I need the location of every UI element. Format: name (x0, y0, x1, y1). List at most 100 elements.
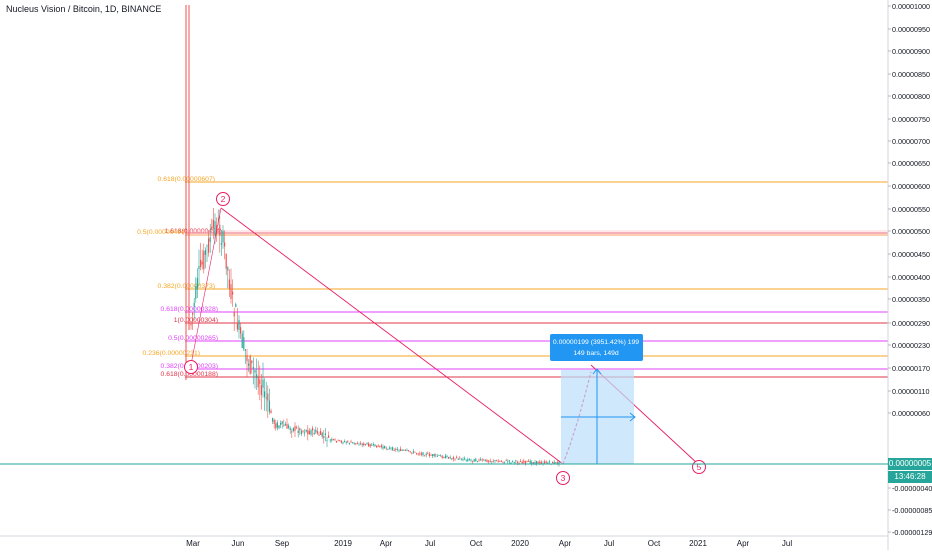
candle-body (243, 337, 245, 350)
candle-body (288, 425, 290, 428)
candle-body (443, 457, 445, 458)
candle-body (313, 432, 315, 435)
candle-body (553, 462, 555, 464)
candle-body (352, 442, 354, 444)
candle-body (265, 397, 267, 399)
candle-body (344, 441, 346, 443)
candle-body (224, 242, 226, 247)
candle-body (345, 441, 347, 443)
y-tick-label: 0.00000500 (892, 227, 930, 236)
candle-body (422, 452, 424, 456)
wave-label-circle (556, 471, 570, 485)
candle-body (545, 461, 547, 463)
y-tick-label: -0.00000129 (892, 528, 932, 537)
candle-body (388, 447, 390, 449)
y-tick-label: 0.00000060 (892, 409, 930, 418)
candle-body (536, 461, 538, 464)
candle-body (475, 458, 477, 462)
candle-body (222, 230, 224, 243)
candle-body (454, 458, 456, 460)
candle-body (310, 430, 312, 435)
candle-body (292, 427, 294, 432)
candle-body (230, 284, 232, 299)
candle-body (212, 219, 214, 228)
candle-body (268, 400, 270, 412)
x-tick-label: Jul (425, 539, 435, 548)
candle-body (547, 462, 549, 464)
candle-body (307, 430, 309, 435)
fib-level-label: 0.5(0.00000265) (168, 335, 218, 342)
candle-body (481, 459, 483, 461)
fib-band (185, 230, 888, 236)
candle-body (412, 451, 414, 453)
candle-body (432, 454, 434, 457)
candle-body (532, 462, 534, 464)
measure-tool: 0.00000199 (3951.42%) 199 149 bars, 149d (550, 334, 643, 464)
candle-body (302, 430, 304, 432)
candle-body (342, 442, 344, 444)
x-tick-label: 2021 (689, 539, 707, 548)
candle-body (496, 460, 498, 462)
candle-body (484, 459, 486, 461)
candle-body (286, 423, 288, 429)
candle-body (252, 367, 254, 369)
candle-body (403, 449, 405, 451)
y-tick-label: 0.00000600 (892, 182, 930, 191)
wave-line-1-2 (189, 207, 222, 371)
measure-label-box (550, 334, 643, 361)
candle-body (291, 431, 293, 433)
candle-body (534, 462, 536, 464)
candle-body (500, 461, 502, 462)
candle-body (299, 428, 301, 431)
candle-body (507, 461, 509, 463)
candle-body (369, 444, 371, 447)
candle-body (196, 278, 198, 290)
candle-body (486, 459, 488, 463)
candle-body (537, 461, 539, 464)
candle-body (318, 434, 320, 436)
candle-body (398, 450, 400, 452)
candle-body (332, 438, 334, 440)
candle-body (193, 302, 195, 307)
candle-body (425, 453, 427, 456)
fib-level-label: 1(0.00000304) (174, 317, 218, 324)
candle-body (278, 425, 280, 429)
candle-body (473, 459, 475, 462)
candle-body (513, 462, 515, 463)
candle-body (339, 440, 341, 441)
x-tick-label: Sep (275, 539, 290, 548)
candle-body (417, 453, 419, 455)
x-tick-label: Oct (470, 539, 483, 548)
candle-body (300, 431, 302, 434)
candle-body (411, 452, 413, 454)
candle-body (350, 441, 352, 443)
wave-label-text: 1 (189, 362, 194, 372)
y-tick-label: 0.00000350 (892, 295, 930, 304)
candle-body (435, 454, 437, 456)
candle-body (387, 449, 389, 450)
y-tick-label: 0.00000700 (892, 137, 930, 146)
candle-body (468, 459, 470, 461)
candle-body (284, 424, 286, 426)
candle-body (219, 224, 221, 236)
candle-body (280, 423, 282, 425)
candle-body (489, 460, 491, 463)
candle-body (297, 430, 299, 434)
x-tick-label: Apr (559, 539, 572, 548)
x-tick-label: Jun (232, 539, 245, 548)
candle-body (312, 428, 314, 431)
candle-body (283, 425, 285, 427)
candle-body (240, 327, 242, 334)
candle-body (366, 443, 368, 445)
candle-body (248, 363, 250, 366)
candle-body (331, 439, 333, 441)
candle-body (408, 450, 410, 451)
candles (185, 5, 560, 467)
candle-body (206, 245, 208, 247)
candle-body (460, 459, 462, 461)
candle-body (449, 457, 451, 459)
candle-body (419, 453, 421, 455)
candle-body (499, 460, 501, 462)
